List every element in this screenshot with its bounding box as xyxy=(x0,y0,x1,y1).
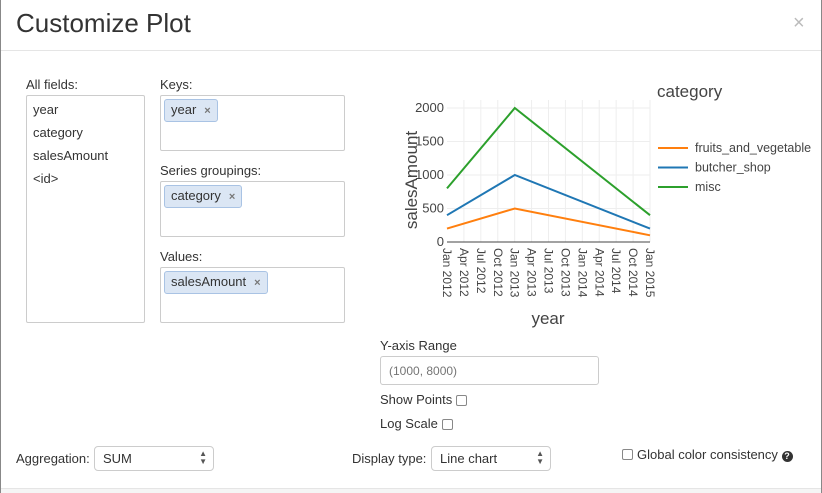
y-axis-range-input[interactable] xyxy=(380,356,599,385)
value-chip[interactable]: salesAmount × xyxy=(164,271,268,294)
field-item[interactable]: salesAmount xyxy=(33,148,109,163)
display-type-select[interactable]: Line chart ▲ ▼ xyxy=(431,446,551,471)
keys-dropzone[interactable]: year × xyxy=(160,95,345,151)
values-dropzone[interactable]: salesAmount × xyxy=(160,267,345,323)
legend-item: butcher_shop xyxy=(695,161,771,175)
legend-title: category xyxy=(657,82,723,101)
aggregation-value: SUM xyxy=(103,451,132,466)
show-points-option: Show Points xyxy=(380,392,468,407)
log-scale-checkbox[interactable] xyxy=(441,419,453,431)
keys-label: Keys: xyxy=(160,77,193,92)
dialog-title: Customize Plot xyxy=(16,8,191,38)
x-tick-label: Jul 2013 xyxy=(542,248,556,294)
x-tick-label: Apr 2012 xyxy=(457,248,471,297)
log-scale-label: Log Scale xyxy=(380,416,438,431)
show-points-checkbox[interactable] xyxy=(456,395,468,407)
aggregation-label: Aggregation: xyxy=(16,451,90,466)
x-tick-label: Jan 2012 xyxy=(440,248,454,298)
y-tick-label: 1000 xyxy=(415,167,444,182)
x-axis-title: year xyxy=(531,309,564,328)
x-tick-label: Apr 2014 xyxy=(592,248,606,297)
header-divider xyxy=(0,50,822,51)
y-tick-label: 1500 xyxy=(415,134,444,149)
aggregation-select[interactable]: SUM ▲ ▼ xyxy=(94,446,214,471)
x-tick-label: Oct 2014 xyxy=(626,248,640,297)
log-scale-option: Log Scale xyxy=(380,416,453,431)
y-axis-title: salesAmount xyxy=(402,131,421,230)
series-chip[interactable]: category × xyxy=(164,185,243,208)
display-type-value: Line chart xyxy=(440,451,498,466)
legend-item: misc xyxy=(695,180,721,194)
line-chart: Jan 2012 Apr 2012 Jul 2012 Oct 2012 Jan 2013… xyxy=(402,82,811,328)
field-item[interactable]: <id> xyxy=(33,171,59,186)
x-tick-label: Apr 2013 xyxy=(525,248,539,297)
x-tick-label: Jan 2014 xyxy=(575,248,589,298)
all-fields-list[interactable]: year category salesAmount <id> xyxy=(26,95,145,323)
x-tick-label: Oct 2012 xyxy=(491,248,505,297)
remove-chip-icon[interactable]: × xyxy=(228,191,236,203)
all-fields-label: All fields: xyxy=(26,77,79,92)
select-arrows-icon: ▲ ▼ xyxy=(536,449,544,466)
global-color-checkbox[interactable] xyxy=(622,449,633,461)
y-tick-label: 2000 xyxy=(415,100,444,115)
global-color-option: Global color consistency ? xyxy=(618,447,793,462)
series-line-fruits_and_vegetable xyxy=(446,207,651,237)
y-tick-label: 500 xyxy=(422,201,444,216)
series-line-misc xyxy=(446,106,651,216)
global-color-label: Global color consistency xyxy=(637,447,778,462)
display-type-label: Display type: xyxy=(352,451,427,466)
field-item[interactable]: year xyxy=(33,102,59,117)
dialog-footer xyxy=(0,488,822,493)
x-tick-label: Jul 2012 xyxy=(474,248,488,294)
series-line-butcher_shop xyxy=(446,173,651,230)
values-label: Values: xyxy=(160,249,203,264)
y-tick-label: 0 xyxy=(437,234,444,249)
series-groupings-label: Series groupings: xyxy=(160,163,262,178)
question-circle-icon[interactable]: ? xyxy=(781,451,793,462)
legend-item: fruits_and_vegetable xyxy=(695,141,811,155)
remove-chip-icon[interactable]: × xyxy=(204,105,211,117)
remove-chip-icon[interactable]: × xyxy=(254,277,261,289)
x-tick-label: Jul 2014 xyxy=(609,248,623,294)
show-points-label: Show Points xyxy=(380,392,453,407)
chip-label: salesAmount xyxy=(171,274,247,289)
y-axis-range-label: Y-axis Range xyxy=(380,338,457,353)
chip-label: category xyxy=(171,188,221,203)
series-groupings-dropzone[interactable]: category × xyxy=(160,181,345,237)
x-tick-label: Jan 2015 xyxy=(643,248,657,298)
select-arrows-icon: ▲ ▼ xyxy=(199,449,207,466)
close-icon[interactable]: × xyxy=(793,12,805,34)
field-item[interactable]: category xyxy=(33,125,83,140)
chip-label: year xyxy=(171,102,197,117)
x-tick-label: Jan 2013 xyxy=(508,248,522,298)
x-tick-label: Oct 2013 xyxy=(558,248,572,297)
key-chip[interactable]: year × xyxy=(164,99,218,122)
